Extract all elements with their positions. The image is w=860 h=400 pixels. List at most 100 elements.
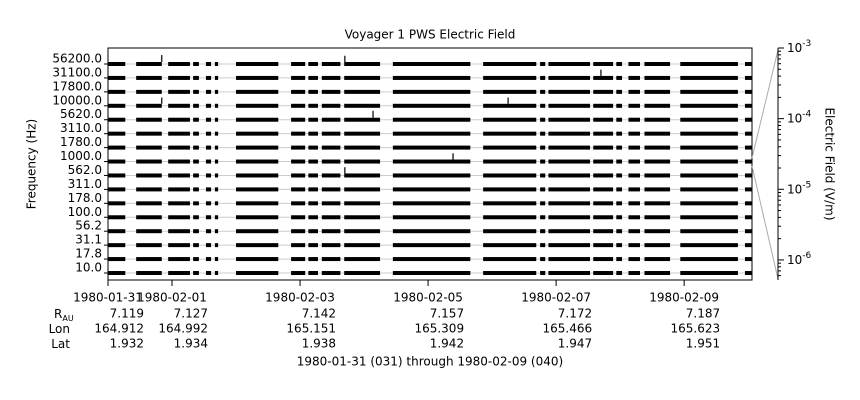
coverage-band (168, 145, 190, 150)
coverage-band (548, 229, 591, 234)
coverage-band (193, 173, 199, 178)
coverage-band (616, 75, 623, 80)
coverage-band (205, 257, 212, 262)
coverage-band (108, 201, 126, 206)
coverage-band (308, 257, 318, 262)
coverage-band (236, 257, 279, 262)
coverage-band (392, 89, 471, 94)
colorbar-connector (751, 165, 779, 280)
coverage-band (680, 117, 738, 122)
coverage-band (616, 229, 623, 234)
coverage-band (193, 89, 199, 94)
coverage-band (193, 271, 199, 275)
coverage-band (593, 215, 614, 220)
coverage-band (136, 89, 162, 94)
coverage-band (308, 145, 318, 150)
coverage-band (628, 201, 640, 206)
coverage-band (168, 89, 190, 94)
coverage-band (628, 257, 640, 262)
coverage-band (616, 243, 623, 248)
coverage-band (344, 117, 381, 122)
coverage-band (193, 201, 199, 206)
coverage-band (548, 103, 591, 108)
coverage-band (680, 271, 738, 275)
y-tick-label: 100.0 (68, 205, 102, 219)
coverage-band (236, 75, 279, 80)
coverage-band (168, 131, 190, 136)
spike (600, 69, 602, 76)
y2-tick-exponent: -6 (802, 250, 811, 260)
coverage-band (168, 117, 190, 122)
y-tick-label: 31100.0 (52, 65, 102, 79)
coverage-band (214, 243, 219, 248)
coverage-band (392, 201, 471, 206)
coverage-band (628, 103, 640, 108)
y2-tick-label: 10-4 (787, 109, 812, 125)
coverage-band (593, 257, 614, 262)
coverage-band (136, 271, 162, 275)
coverage-band (540, 173, 546, 178)
coverage-band (193, 229, 199, 234)
coverage-band (308, 62, 318, 66)
coverage-band (644, 201, 671, 206)
coverage-band (593, 103, 614, 108)
coverage-band (593, 201, 614, 206)
coverage-band (644, 131, 671, 136)
coverage-band (644, 215, 671, 220)
coverage-band (193, 131, 199, 136)
coverage-band (483, 62, 537, 66)
coverage-band (321, 243, 341, 248)
coverage-band (392, 62, 471, 66)
coverage-band (392, 215, 471, 220)
coverage-band (321, 271, 341, 275)
coverage-band (616, 103, 623, 108)
ephemeris-label: Lon (49, 322, 70, 336)
coverage-band (108, 62, 126, 66)
coverage-band (291, 201, 306, 206)
coverage-band (483, 75, 537, 80)
x-tick-label: 1980-01-31 (73, 291, 143, 305)
x-tick-label: 1980-02-05 (393, 291, 463, 305)
coverage-band (193, 243, 199, 248)
ephemeris-value: 7.127 (174, 307, 208, 321)
ephemeris-value: 164.912 (94, 322, 144, 336)
coverage-band (483, 117, 537, 122)
coverage-band (616, 201, 623, 206)
coverage-band (136, 243, 162, 248)
coverage-band (616, 159, 623, 164)
coverage-band (108, 215, 126, 220)
coverage-band (744, 145, 752, 150)
coverage-band (644, 229, 671, 234)
coverage-band (616, 131, 623, 136)
coverage-band (291, 62, 306, 66)
coverage-band (392, 243, 471, 248)
coverage-band (308, 75, 318, 80)
coverage-band (680, 229, 738, 234)
coverage-band (308, 159, 318, 164)
spike (507, 97, 509, 104)
coverage-band (744, 257, 752, 262)
y-tick-label: 56.2 (75, 219, 102, 233)
y2-tick-exponent: -3 (802, 39, 811, 49)
coverage-band (392, 75, 471, 80)
coverage-band (680, 145, 738, 150)
y-tick-label: 17800.0 (52, 79, 102, 93)
coverage-band (593, 229, 614, 234)
coverage-band (205, 187, 212, 192)
coverage-band (483, 103, 537, 108)
coverage-band (214, 257, 219, 262)
coverage-band (168, 201, 190, 206)
coverage-band (644, 271, 671, 275)
coverage-band (214, 159, 219, 164)
coverage-band (205, 62, 212, 66)
coverage-band (308, 201, 318, 206)
coverage-band (168, 229, 190, 234)
ephemeris-label-subscript: AU (62, 314, 73, 323)
ephemeris-value: 7.119 (110, 307, 144, 321)
coverage-band (205, 159, 212, 164)
coverage-band (344, 271, 381, 275)
coverage-band (628, 243, 640, 248)
coverage-band (344, 187, 381, 192)
coverage-band (644, 62, 671, 66)
